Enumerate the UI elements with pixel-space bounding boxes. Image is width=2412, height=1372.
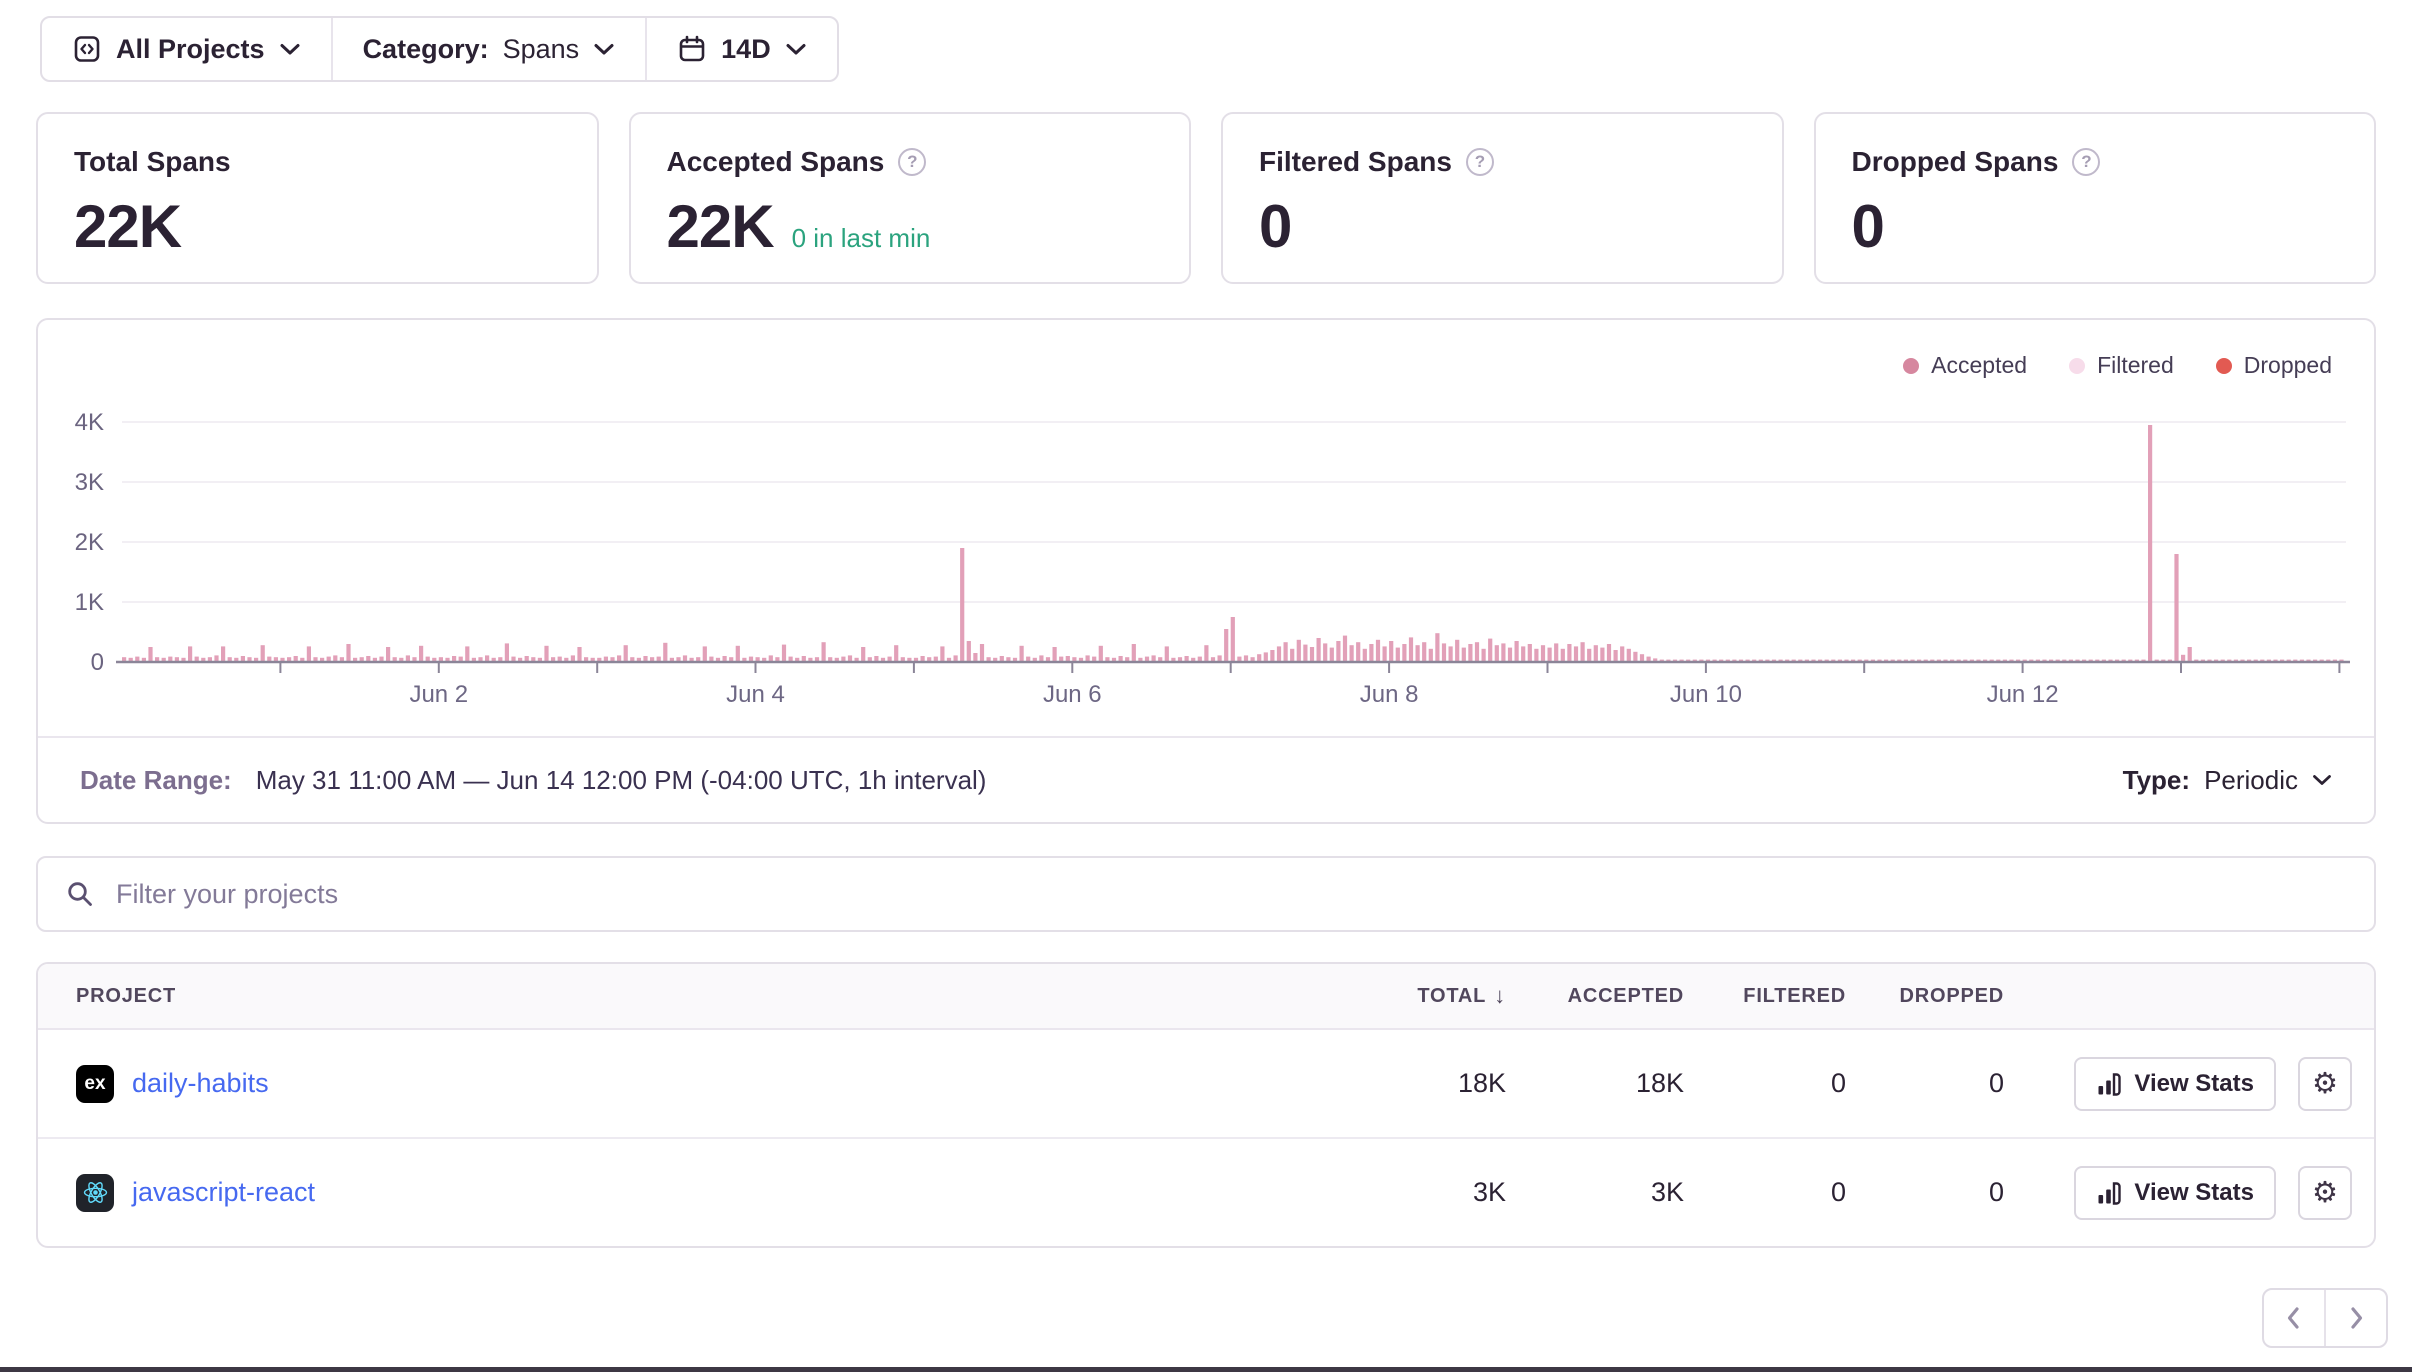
cell-dropped: 0	[1988, 1068, 2004, 1098]
column-header-total[interactable]: Total ↓	[1417, 983, 1506, 1008]
view-stats-button[interactable]: View Stats	[2074, 1165, 2276, 1220]
stat-card-note: 0 in last min	[791, 223, 931, 253]
chart-footer: Date Range: May 31 11:00 AM — Jun 14 12:…	[38, 736, 2374, 822]
usage-bar-chart: 0 1K 2K 3K 4K Jun 2 Jun 4 Jun 6 Jun 8 Jun 10 Jun 1…	[75, 409, 2350, 708]
category-filter-dropdown[interactable]: Category: Spans	[330, 18, 646, 80]
stat-card-accepted-spans: Accepted Spans ? 22K 0 in last min	[628, 112, 1191, 284]
cell-filtered: 0	[1830, 1177, 1846, 1207]
category-filter-label: Category:	[362, 33, 489, 64]
cell-accepted: 18K	[1635, 1068, 1684, 1098]
stat-card-filtered-spans: Filtered Spans ? 0	[1221, 112, 1784, 284]
legend-label: Accepted	[1931, 352, 2028, 378]
legend-label: Dropped	[2243, 352, 2332, 378]
column-header-project: Project	[76, 984, 177, 1007]
stat-card-title: Total Spans	[74, 146, 231, 177]
stat-card-title: Accepted Spans	[666, 146, 885, 177]
react-platform-icon	[76, 1173, 114, 1212]
svg-text:2K: 2K	[75, 529, 104, 556]
legend-label: Filtered	[2097, 352, 2174, 378]
global-filter-bar: All Projects Category: Spans 14D	[40, 16, 839, 82]
sort-descending-icon: ↓	[1494, 983, 1506, 1008]
cell-total: 18K	[1457, 1068, 1506, 1098]
previous-page-button[interactable]	[2264, 1290, 2324, 1346]
svg-text:Jun 8: Jun 8	[1360, 681, 1419, 708]
cell-dropped: 0	[1988, 1177, 2004, 1207]
chevron-down-icon	[2312, 774, 2332, 786]
stat-card-value: 0	[1259, 193, 1292, 260]
project-link[interactable]: javascript-react	[132, 1177, 316, 1207]
type-label: Type:	[2122, 764, 2191, 795]
category-filter-value: Spans	[502, 33, 580, 64]
bar-chart-icon	[2096, 1071, 2122, 1097]
stat-card-title: Dropped Spans	[1851, 146, 2059, 177]
next-page-button[interactable]	[2324, 1290, 2386, 1346]
legend-dot-dropped	[2215, 357, 2232, 374]
usage-chart-card: Accepted Filtered Dropped 0 1K 2K 3K 4K Jun 2…	[36, 318, 2376, 824]
svg-text:0: 0	[91, 649, 104, 676]
cell-filtered: 0	[1830, 1068, 1846, 1098]
legend-dot-filtered	[2069, 357, 2086, 374]
expo-platform-icon: ex	[76, 1064, 114, 1103]
cell-accepted: 3K	[1650, 1177, 1684, 1207]
type-dropdown[interactable]: Type: Periodic	[2123, 765, 2332, 796]
bar-chart-icon	[2096, 1180, 2122, 1206]
table-header-row: Project Total ↓ Accepted Filtered Droppe…	[38, 964, 2374, 1030]
svg-text:3K: 3K	[75, 469, 104, 496]
table-pagination	[2262, 1288, 2388, 1348]
project-search-bar	[36, 856, 2376, 932]
gear-icon: ⚙	[2312, 1068, 2338, 1100]
table-row: javascript-react 3K 3K 0 0 View Stats ⚙	[38, 1137, 2374, 1246]
table-row: ex daily-habits 18K 18K 0 0 View Stats ⚙	[38, 1030, 2374, 1137]
cell-total: 3K	[1472, 1177, 1506, 1207]
project-settings-button[interactable]: ⚙	[2298, 1165, 2352, 1220]
date-range-value: May 31 11:00 AM — Jun 14 12:00 PM (-04:0…	[255, 764, 987, 795]
project-link[interactable]: daily-habits	[132, 1068, 269, 1098]
legend-item-accepted[interactable]: Accepted	[1903, 352, 2027, 379]
view-stats-button[interactable]: View Stats	[2074, 1056, 2276, 1111]
date-range-label: Date Range:	[80, 764, 232, 795]
projects-table: Project Total ↓ Accepted Filtered Droppe…	[36, 962, 2376, 1248]
legend-item-filtered[interactable]: Filtered	[2069, 352, 2174, 379]
legend-item-dropped[interactable]: Dropped	[2215, 352, 2332, 379]
chevron-left-icon	[2281, 1305, 2307, 1331]
legend-dot-accepted	[1903, 357, 1920, 374]
svg-text:Jun 4: Jun 4	[726, 681, 785, 708]
gear-icon: ⚙	[2312, 1177, 2338, 1209]
chevron-down-icon	[593, 43, 615, 56]
svg-text:Jun 6: Jun 6	[1043, 681, 1102, 708]
help-icon[interactable]: ?	[2072, 148, 2101, 176]
chart-legend: Accepted Filtered Dropped	[1903, 352, 2332, 379]
stat-card-value: 22K	[666, 193, 775, 260]
svg-text:Jun 10: Jun 10	[1670, 681, 1742, 708]
stat-card-total-spans: Total Spans 22K	[36, 112, 599, 284]
project-filter-label: All Projects	[116, 33, 265, 64]
window-bottom-edge	[0, 1367, 2412, 1372]
chevron-down-icon	[279, 43, 301, 56]
svg-text:1K: 1K	[75, 589, 104, 616]
calendar-icon	[677, 34, 707, 64]
svg-text:Jun 2: Jun 2	[409, 681, 468, 708]
column-header-accepted[interactable]: Accepted	[1567, 984, 1684, 1007]
svg-text:4K: 4K	[75, 409, 104, 436]
chevron-down-icon	[785, 43, 807, 56]
column-header-filtered[interactable]: Filtered	[1743, 984, 1846, 1007]
help-icon[interactable]: ?	[1465, 148, 1494, 176]
chevron-right-icon	[2343, 1305, 2369, 1331]
stat-cards-row: Total Spans 22K Accepted Spans ? 22K 0 i…	[36, 112, 2376, 284]
project-filter-dropdown[interactable]: All Projects	[42, 18, 331, 80]
stat-card-value: 22K	[74, 193, 182, 260]
svg-text:Jun 12: Jun 12	[1987, 681, 2059, 708]
help-icon[interactable]: ?	[898, 148, 927, 176]
project-settings-button[interactable]: ⚙	[2298, 1056, 2352, 1111]
stat-card-value: 0	[1851, 193, 1885, 260]
search-icon	[66, 880, 94, 908]
type-value: Periodic	[2204, 764, 2298, 795]
projects-icon	[72, 34, 102, 64]
stat-card-title: Filtered Spans	[1259, 146, 1452, 177]
project-search-input[interactable]	[114, 877, 2346, 911]
date-range-value: 14D	[721, 33, 771, 64]
stat-card-dropped-spans: Dropped Spans ? 0	[1813, 112, 2376, 284]
column-header-dropped[interactable]: Dropped	[1899, 984, 2004, 1007]
date-range-dropdown[interactable]: 14D	[645, 18, 837, 80]
